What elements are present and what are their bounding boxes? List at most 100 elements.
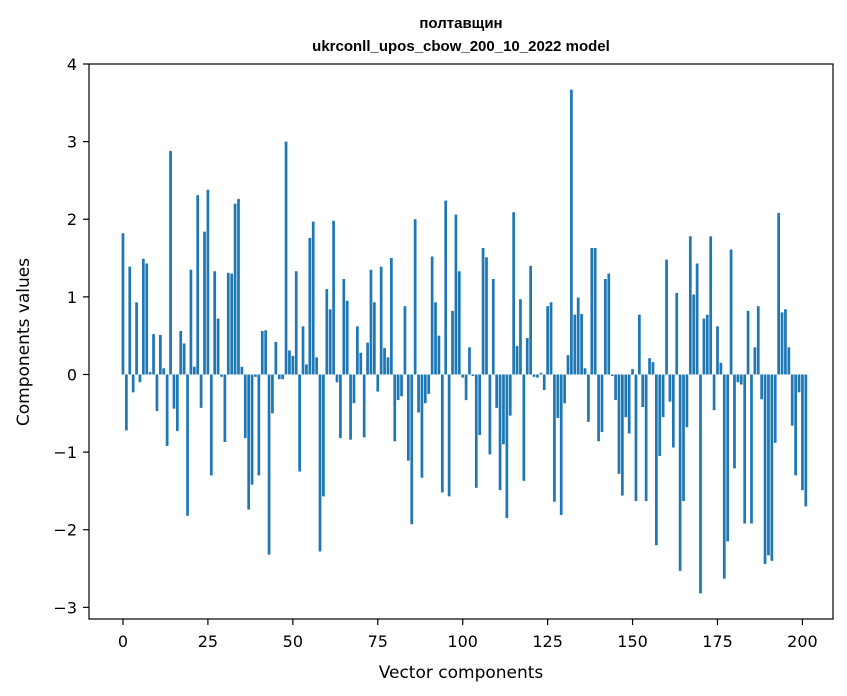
x-axis-label: Vector components <box>379 663 544 683</box>
bar-117 <box>519 299 522 375</box>
bar-132 <box>570 89 573 375</box>
bar-159 <box>661 374 665 418</box>
x-tick-label: 150 <box>617 632 648 651</box>
bar-51 <box>294 271 298 375</box>
x-tick-label: 75 <box>368 632 388 651</box>
bar-42 <box>264 330 268 375</box>
bar-146 <box>617 374 621 474</box>
bar-83 <box>403 306 407 375</box>
bar-172 <box>705 314 709 375</box>
bar-19 <box>186 374 189 516</box>
bar-33 <box>233 203 237 375</box>
bar-120 <box>529 265 532 375</box>
x-tick-label: 100 <box>447 632 478 651</box>
bar-161 <box>668 374 672 402</box>
bar-1 <box>125 374 128 431</box>
bar-155 <box>648 358 651 375</box>
bar-63 <box>335 374 339 383</box>
bar-72 <box>366 342 369 375</box>
bar-93 <box>437 335 441 375</box>
bar-60 <box>325 289 329 375</box>
bar-160 <box>665 259 668 375</box>
bar-158 <box>658 374 662 456</box>
bar-122 <box>536 374 539 378</box>
bar-6 <box>142 258 145 375</box>
bar-180 <box>733 374 736 469</box>
bar-191 <box>770 374 774 561</box>
bar-64 <box>339 374 342 439</box>
bar-81 <box>396 374 400 401</box>
bar-55 <box>308 237 312 375</box>
bar-187 <box>756 306 760 375</box>
bar-194 <box>780 312 784 375</box>
bar-32 <box>230 273 234 375</box>
bar-121 <box>532 374 536 377</box>
bar-139 <box>593 247 597 375</box>
bar-35 <box>240 366 244 375</box>
bar-40 <box>257 374 261 476</box>
bar-50 <box>291 355 295 375</box>
bar-17 <box>179 331 183 375</box>
bar-31 <box>226 272 230 375</box>
x-tick-label: 50 <box>283 632 303 651</box>
bar-103 <box>471 374 475 377</box>
bar-130 <box>563 374 566 404</box>
bar-154 <box>644 374 648 502</box>
bar-182 <box>739 374 743 385</box>
bar-88 <box>420 374 424 478</box>
bar-113 <box>505 374 509 519</box>
bar-80 <box>393 374 397 442</box>
bar-46 <box>277 374 281 380</box>
bar-165 <box>682 374 685 502</box>
bar-147 <box>621 374 624 496</box>
bar-137 <box>587 374 590 422</box>
bar-56 <box>311 221 315 375</box>
bar-102 <box>468 347 471 375</box>
x-tick-label: 175 <box>702 632 733 651</box>
bar-94 <box>440 374 444 493</box>
bar-97 <box>451 310 454 375</box>
bar-84 <box>406 374 410 461</box>
x-axis: 0 25 50 75 100 125 150 175 200 <box>118 619 818 651</box>
bar-26 <box>209 374 213 476</box>
bar-8 <box>148 372 152 375</box>
chart-title: полтавщин <box>419 15 502 32</box>
bar-198 <box>794 374 797 476</box>
bar-5 <box>138 374 142 383</box>
bar-39 <box>254 374 257 377</box>
plot-frame <box>88 63 834 620</box>
bar-20 <box>189 269 193 375</box>
bar-109 <box>491 279 495 375</box>
bar-156 <box>651 362 655 375</box>
bar-193 <box>777 213 780 375</box>
bar-7 <box>145 263 149 375</box>
bar-135 <box>580 313 583 375</box>
bar-54 <box>305 364 308 375</box>
bar-0 <box>121 233 125 375</box>
bar-111 <box>498 374 502 491</box>
bar-58 <box>318 374 322 552</box>
bar-126 <box>549 302 553 375</box>
chart-subtitle: ukrconll_upos_cbow_200_10_2022 model <box>312 38 610 55</box>
bar-163 <box>675 292 679 375</box>
bar-129 <box>559 374 563 515</box>
bar-52 <box>298 374 301 472</box>
bar-29 <box>220 374 223 377</box>
bar-141 <box>600 374 604 432</box>
bar-92 <box>434 302 437 375</box>
bar-22 <box>196 195 200 375</box>
bar-28 <box>216 318 220 375</box>
bar-149 <box>627 374 631 434</box>
bar-173 <box>709 236 713 375</box>
bar-71 <box>362 374 366 438</box>
bar-186 <box>753 347 757 375</box>
bar-90 <box>427 374 431 394</box>
bar-201 <box>804 374 808 507</box>
y-tick-label: −3 <box>53 598 77 617</box>
bar-36 <box>243 374 247 439</box>
bar-89 <box>423 374 427 404</box>
bar-96 <box>447 374 451 497</box>
bar-114 <box>508 374 512 416</box>
bar-136 <box>583 368 587 375</box>
bar-125 <box>546 306 549 375</box>
